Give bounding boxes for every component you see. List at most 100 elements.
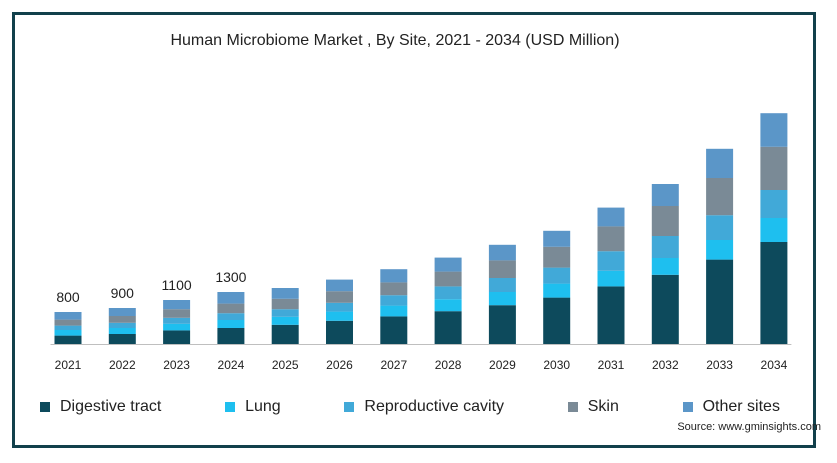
x-tick-label: 2033 — [706, 358, 733, 372]
bar-segment-digestive-tract-2028 — [434, 311, 462, 344]
bar-segment-lung-2032 — [651, 258, 679, 275]
legend: Digestive tract Lung Reproductive cavity… — [40, 396, 780, 418]
chart-frame — [12, 12, 816, 448]
total-label-2022: 900 — [111, 285, 135, 301]
bar-segment-skin-2021 — [54, 319, 82, 326]
x-tick-label: 2030 — [543, 358, 570, 372]
bar-segment-skin-2025 — [271, 298, 299, 310]
bar-segment-digestive-tract-2030 — [543, 297, 571, 344]
bar-segment-reproductive-cavity-2032 — [651, 236, 679, 258]
bar-segment-reproductive-cavity-2033 — [706, 215, 734, 240]
bar-segment-skin-2024 — [217, 303, 245, 314]
bar-segment-lung-2031 — [597, 270, 625, 287]
bar-segment-other-sites-2021 — [54, 312, 82, 320]
bar-segment-digestive-tract-2024 — [217, 328, 245, 344]
bar-segment-lung-2024 — [217, 320, 245, 328]
bar-segment-other-sites-2034 — [760, 113, 788, 147]
bar-segment-lung-2033 — [706, 240, 734, 260]
bar-segment-reproductive-cavity-2027 — [380, 295, 408, 306]
x-tick-label: 2027 — [380, 358, 407, 372]
bar-segment-other-sites-2028 — [434, 257, 462, 272]
bar-segment-skin-2027 — [380, 282, 408, 296]
bar-segment-skin-2031 — [597, 226, 625, 252]
bar-segment-skin-2022 — [108, 316, 136, 323]
bar-segment-skin-2030 — [543, 246, 571, 268]
bar-segment-lung-2028 — [434, 299, 462, 312]
bar-segment-other-sites-2025 — [271, 288, 299, 299]
total-label-2024: 1300 — [215, 269, 246, 285]
bar-segment-lung-2022 — [108, 328, 136, 334]
x-tick-label: 2031 — [598, 358, 625, 372]
x-tick-label: 2023 — [163, 358, 190, 372]
bar-segment-other-sites-2031 — [597, 207, 625, 227]
bar-segment-digestive-tract-2033 — [706, 259, 734, 344]
bar-segment-digestive-tract-2021 — [54, 335, 82, 344]
bar-segment-digestive-tract-2031 — [597, 286, 625, 344]
bar-segment-other-sites-2033 — [706, 148, 734, 178]
bar-segment-other-sites-2022 — [108, 308, 136, 316]
x-tick-label: 2024 — [218, 358, 245, 372]
bar-segment-reproductive-cavity-2024 — [217, 313, 245, 320]
legend-label: Reproductive cavity — [364, 398, 505, 415]
bar-segment-other-sites-2023 — [163, 300, 191, 310]
x-tick-label: 2025 — [272, 358, 299, 372]
bar-segment-skin-2028 — [434, 271, 462, 287]
x-tick-label: 2034 — [761, 358, 788, 372]
legend-swatch — [682, 402, 693, 412]
bar-segment-digestive-tract-2025 — [271, 324, 299, 344]
source-note: Source: www.gminsights.com — [677, 421, 821, 433]
bar-segment-digestive-tract-2026 — [326, 320, 353, 344]
bar-segment-reproductive-cavity-2030 — [543, 267, 571, 284]
bar-segment-skin-2026 — [326, 291, 353, 303]
legend-swatch — [225, 402, 236, 412]
total-label-2021: 800 — [56, 289, 80, 305]
legend-item-other-sites: Other sites — [682, 398, 780, 416]
total-label-2023: 1100 — [162, 277, 192, 293]
x-tick-label: 2022 — [109, 358, 136, 372]
bar-segment-other-sites-2032 — [651, 184, 679, 206]
bar-segment-reproductive-cavity-2028 — [434, 286, 462, 300]
legend-item-reproductive-cavity: Reproductive cavity — [344, 398, 504, 416]
bar-segment-other-sites-2030 — [543, 230, 571, 247]
legend-item-lung: Lung — [225, 398, 281, 416]
bar-segment-lung-2027 — [380, 305, 408, 317]
bar-segment-lung-2030 — [543, 283, 571, 298]
bar-segment-lung-2023 — [163, 323, 191, 331]
bar-segment-lung-2029 — [488, 292, 516, 306]
bar-segment-skin-2023 — [163, 309, 191, 318]
total-labels: 800 900 1100 1300 — [56, 269, 246, 305]
bar-segment-digestive-tract-2023 — [163, 330, 191, 344]
bar-segment-other-sites-2026 — [326, 279, 353, 292]
bar-segment-digestive-tract-2029 — [488, 305, 516, 344]
bar-segment-reproductive-cavity-2034 — [760, 190, 788, 218]
bar-segment-digestive-tract-2027 — [380, 316, 408, 344]
bar-segment-other-sites-2029 — [488, 244, 516, 261]
bar-segment-skin-2029 — [488, 260, 516, 278]
x-tick-labels: 2021 2022 2023 2024 2025 2026 2027 2028 2029 2030… — [55, 358, 788, 372]
legend-item-skin: Skin — [567, 398, 619, 416]
legend-swatch — [344, 402, 355, 412]
x-tick-label: 2029 — [489, 358, 516, 372]
bar-segment-reproductive-cavity-2022 — [108, 322, 136, 328]
chart-title: Human Microbiome Market , By Site, 2021 … — [170, 32, 620, 49]
x-tick-label: 2032 — [652, 358, 679, 372]
bar-segment-lung-2034 — [760, 218, 788, 242]
legend-swatch — [40, 402, 50, 412]
x-tick-label: 2021 — [55, 358, 82, 372]
bar-segment-reproductive-cavity-2026 — [326, 302, 353, 312]
bar-segment-reproductive-cavity-2023 — [163, 317, 191, 324]
bar-segment-lung-2021 — [54, 330, 82, 336]
bar-segment-lung-2026 — [326, 311, 353, 321]
bars-group — [50, 113, 792, 345]
bar-segment-lung-2025 — [271, 316, 299, 325]
legend-label: Digestive tract — [60, 398, 162, 415]
x-tick-label: 2028 — [435, 358, 462, 372]
legend-swatch — [567, 402, 578, 412]
bar-segment-reproductive-cavity-2029 — [488, 278, 516, 292]
bar-segment-reproductive-cavity-2025 — [271, 309, 299, 317]
bar-segment-other-sites-2024 — [217, 292, 245, 304]
legend-label: Skin — [587, 398, 619, 415]
bar-segment-skin-2033 — [706, 178, 734, 216]
legend-item-digestive-tract: Digestive tract — [40, 398, 161, 416]
